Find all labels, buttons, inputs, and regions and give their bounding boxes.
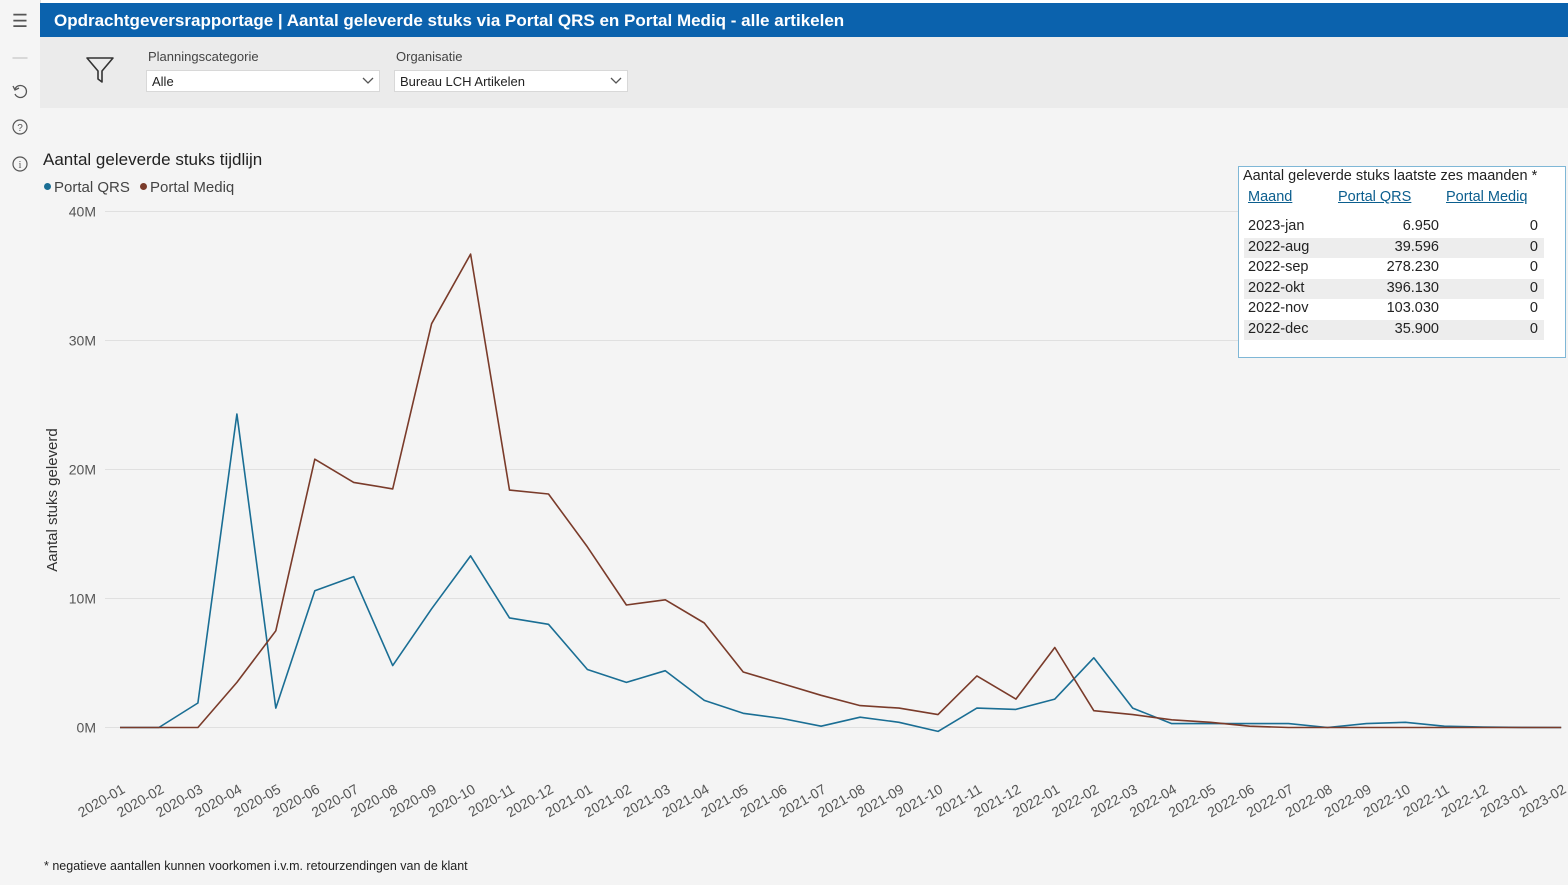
legend-item-mediq[interactable]: Portal Mediq [140, 179, 234, 196]
last-six-months-table: Aantal geleverde stuks laatste zes maand… [1238, 166, 1566, 358]
legend-label-mediq: Portal Mediq [150, 179, 235, 196]
cell-maand: 2022-aug [1248, 238, 1310, 255]
chart-legend: Portal QRS Portal Mediq [44, 179, 240, 196]
table-title: Aantal geleverde stuks laatste zes maand… [1243, 168, 1538, 184]
legend-item-qrs[interactable]: Portal QRS [44, 179, 130, 196]
svg-text:?: ? [17, 123, 23, 134]
report-header: Opdrachtgeversrapportage | Aantal geleve… [40, 3, 1568, 37]
cell-qrs: 35.900 [1394, 321, 1439, 337]
page-title: Opdrachtgeversrapportage | Aantal geleve… [54, 11, 845, 30]
series-line-portal-qrs [120, 413, 1562, 733]
cell-mediq: 0 [1529, 300, 1538, 317]
organisatie-select[interactable]: Bureau LCH Artikelen [394, 70, 628, 92]
cell-maand: 2022-dec [1248, 321, 1309, 337]
planning-label: Planningscategorie [148, 49, 259, 64]
table-row: 2022-dec 35.900 0 [1244, 320, 1544, 340]
undo-icon[interactable] [10, 82, 30, 102]
table-row: 2022-aug 39.596 0 [1244, 237, 1544, 258]
cell-qrs: 103.030 [1386, 300, 1439, 317]
cell-maand: 2022-nov [1248, 300, 1309, 317]
cell-maand: 2022-okt [1248, 279, 1305, 296]
chart-title: Aantal geleverde stuks tijdlijn [43, 150, 263, 169]
y-tick-label: 20M [69, 462, 96, 478]
chevron-down-icon [361, 73, 375, 90]
menu-icon[interactable]: ☰ [11, 11, 29, 31]
cell-maand: 2022-sep [1248, 259, 1309, 276]
planning-select[interactable]: Alle [146, 70, 380, 92]
cell-mediq: 0 [1529, 279, 1538, 296]
table-header-maand[interactable]: Maand [1248, 189, 1293, 205]
filter-bar: Planningscategorie Alle Organisatie Bure… [40, 37, 1568, 108]
organisatie-value: Bureau LCH Artikelen [400, 74, 526, 89]
cell-qrs: 39.596 [1394, 238, 1439, 255]
y-tick-label: 40M [69, 204, 96, 220]
info-icon[interactable]: i [10, 155, 30, 175]
planning-value: Alle [152, 74, 174, 89]
minus-icon[interactable]: — [12, 49, 28, 66]
table-row: 2022-okt 396.130 0 [1244, 278, 1544, 299]
y-tick-label: 10M [69, 591, 96, 607]
table-row: 2023-jan 6.950 0 [1244, 217, 1544, 237]
table-header-mediq[interactable]: Portal Mediq [1446, 189, 1528, 205]
y-tick-label: 0M [77, 720, 96, 736]
cell-qrs: 396.130 [1386, 279, 1439, 296]
svg-text:i: i [19, 160, 22, 171]
help-icon[interactable]: ? [10, 118, 30, 138]
legend-dot-mediq [140, 183, 148, 190]
table-row: 2022-sep 278.230 0 [1244, 258, 1544, 278]
series-line-portal-mediq [120, 253, 1562, 729]
footnote: * negatieve aantallen kunnen voorkomen i… [44, 859, 468, 873]
table-header-qrs[interactable]: Portal QRS [1338, 189, 1412, 205]
organisatie-label: Organisatie [396, 49, 463, 64]
legend-label-qrs: Portal QRS [54, 179, 130, 196]
filter-icon[interactable] [84, 54, 116, 91]
legend-dot-qrs [44, 183, 51, 190]
cell-mediq: 0 [1529, 218, 1538, 234]
y-tick-label: 30M [69, 333, 96, 349]
cell-maand: 2023-jan [1248, 218, 1305, 234]
y-axis-label: Aantal stuks geleverd [44, 428, 61, 571]
cell-mediq: 0 [1529, 321, 1538, 337]
cell-qrs: 6.950 [1402, 218, 1439, 234]
cell-qrs: 278.230 [1386, 259, 1439, 276]
cell-mediq: 0 [1529, 238, 1538, 255]
cell-mediq: 0 [1529, 259, 1538, 276]
chevron-down-icon [609, 73, 623, 90]
table-row: 2022-nov 103.030 0 [1244, 299, 1544, 319]
